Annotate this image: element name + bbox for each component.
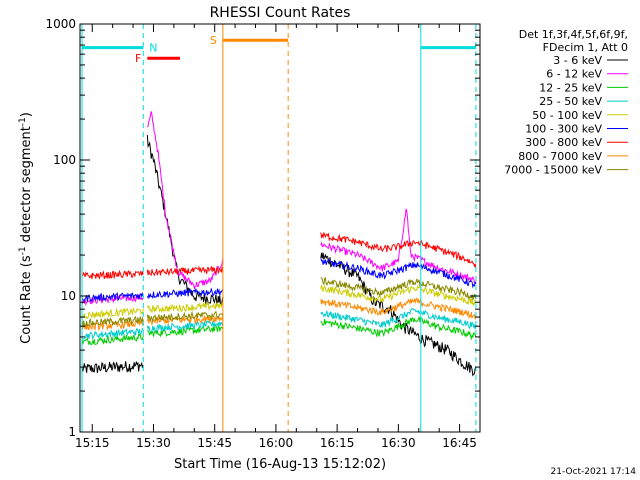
series-line-12to25keV [81,333,144,346]
x-tick-label: 16:15 [320,436,355,450]
legend-entry-label: 12 - 25 keV [539,81,602,94]
y-tick-label: 10 [61,289,76,303]
legend-entry-label: 7000 - 15000 keV [504,164,602,177]
series-line-6to12keV [320,208,477,285]
footer-timestamp: 21-Oct-2021 17:14 [551,467,637,477]
legend-header-line: FDecim 1, Att 0 [543,41,628,54]
series-line-3to6keV [320,252,477,377]
x-tick-label: 16:00 [259,436,294,450]
series-line-100to300keV [146,287,224,300]
series-line-100to300keV [81,291,144,303]
series-line-300to800keV [81,269,144,280]
series-line-25to50keV [320,307,477,330]
series-line-7000to15000keV [146,310,224,323]
flag-label-F: F [135,52,141,65]
x-tick-label: 15:45 [197,436,232,450]
legend-entry-label: 25 - 50 keV [539,95,602,108]
legend-entry-label: 300 - 800 keV [525,136,602,149]
x-tick-label: 15:15 [75,436,110,450]
series-line-300to800keV [146,265,224,277]
plot-frame [79,23,481,433]
series-line-50to100keV [146,301,224,314]
series-line-25to50keV [146,319,224,332]
y-tick-label: 1 [68,425,76,439]
flag-label-S: S [210,34,217,47]
y-tick-label: 1000 [45,17,76,31]
legend-entry-label: 3 - 6 keV [553,54,602,67]
x-tick-label: 16:30 [381,436,416,450]
series-line-50to100keV [320,284,477,307]
x-tick-label: 16:45 [442,436,477,450]
legend-entry-label: 6 - 12 keV [546,68,602,81]
series-line-50to100keV [81,307,144,320]
y-axis-label: Count Rate (s-1 detector segment-1) [18,112,34,344]
legend-entry-label: 50 - 100 keV [532,109,602,122]
series-line-800to7000keV [320,297,477,320]
series-line-3to6keV [81,361,144,373]
series-line-800to7000keV [81,319,144,332]
series-line-12to25keV [320,315,477,341]
chart-title: RHESSI Count Rates [210,5,351,21]
legend-header-line: Det 1f,3f,4f,5f,6f,9f, [519,28,628,41]
legend-entry-label: 100 - 300 keV [525,123,602,136]
x-tick-label: 15:30 [136,436,171,450]
series-line-800to7000keV [146,315,224,327]
series-line-25to50keV [81,327,144,341]
series-line-7000to15000keV [320,277,477,302]
series-line-7000to15000keV [81,315,144,328]
y-tick-label: 100 [53,153,76,167]
series-line-300to800keV [320,232,477,269]
legend-entry-label: 800 - 7000 keV [518,150,602,163]
x-axis-label: Start Time (16-Aug-13 15:12:02) [174,457,386,472]
series-line-12to25keV [147,324,224,338]
series-line-100to300keV [320,258,477,289]
flag-label-N: N [149,42,157,55]
series-line-3to6keV [146,134,224,306]
series-line-6to12keV [146,111,224,289]
legend: Det 1f,3f,4f,5f,6f,9f,FDecim 1, Att 03 -… [504,28,628,177]
